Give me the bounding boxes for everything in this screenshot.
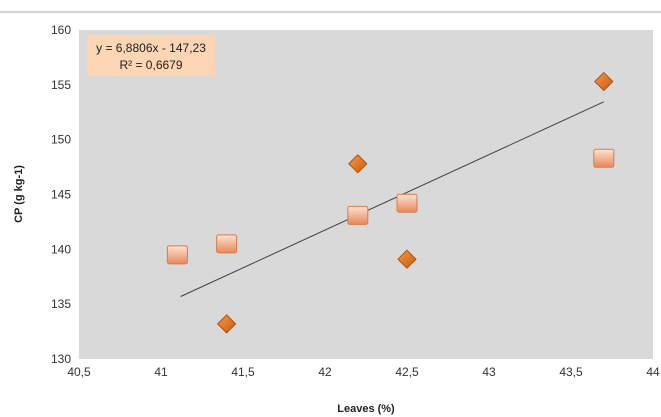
y-tick-label: 130	[51, 352, 71, 366]
trendline	[180, 101, 605, 297]
diamond-marker	[348, 154, 368, 174]
square-marker	[166, 245, 188, 265]
x-tick-label: 41,5	[231, 365, 255, 379]
y-tick-label: 160	[51, 23, 71, 37]
plot-area	[79, 30, 653, 359]
x-axis-ticks: 40,5 41 41,5 42 42,5 43 43,5 44	[67, 365, 660, 379]
x-tick-label: 42	[318, 365, 332, 379]
y-tick-label: 145	[51, 188, 71, 202]
y-axis-ticks: 130 135 140 145 150 155 160	[51, 23, 71, 366]
diamond-marker	[216, 314, 237, 334]
diamond-marker	[397, 249, 417, 269]
square-marker	[396, 193, 418, 213]
square-marker	[593, 148, 615, 168]
x-tick-label: 44	[646, 365, 660, 379]
x-tick-label: 40,5	[67, 365, 91, 379]
trendline-equation: y = 6,8806x - 147,23	[96, 41, 206, 55]
data-marks	[166, 71, 615, 334]
y-tick-label: 135	[51, 297, 71, 311]
equation-box-bg	[87, 35, 215, 76]
x-tick-label: 43,5	[559, 365, 583, 379]
x-tick-label: 41	[154, 365, 168, 379]
x-tick-label: 42,5	[395, 365, 419, 379]
diamond-marker	[594, 71, 614, 92]
y-axis-title: CP (g kg-1)	[13, 165, 25, 223]
r-squared: R² = 0,6679	[119, 58, 182, 72]
equation-box: y = 6,8806x - 147,23 R² = 0,6679	[87, 35, 215, 76]
x-axis-title: Leaves (%)	[337, 403, 395, 415]
y-tick-label: 140	[51, 242, 71, 256]
y-tick-label: 150	[51, 133, 71, 147]
square-marker	[347, 205, 369, 225]
square-marker	[216, 234, 238, 254]
x-tick-label: 43	[482, 365, 496, 379]
y-tick-label: 155	[51, 78, 71, 92]
